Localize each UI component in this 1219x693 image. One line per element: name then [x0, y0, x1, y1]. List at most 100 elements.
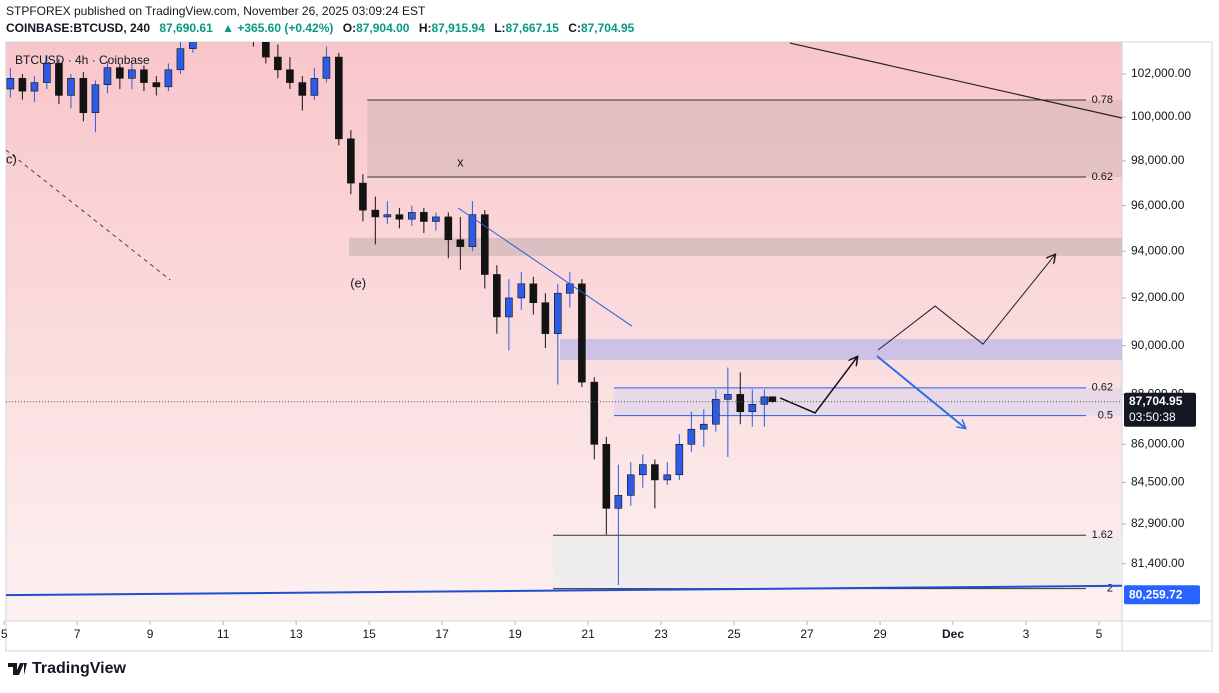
candle-body	[262, 42, 270, 58]
plot-background	[6, 42, 1122, 621]
x-tick-label: 21	[581, 627, 595, 641]
chart-frame	[5, 41, 1213, 652]
logo: TradingView	[8, 660, 127, 677]
y-tick-label: 100,000.00	[1131, 109, 1191, 123]
candle-body	[760, 396, 769, 405]
candle-body	[67, 77, 75, 96]
candle-body	[420, 212, 428, 222]
candle-body	[103, 67, 112, 86]
candle-body	[748, 404, 757, 413]
zone	[559, 339, 1122, 361]
close: 87,704.95	[581, 21, 635, 35]
candle-body	[359, 182, 367, 211]
candle-body	[213, 0, 220, 1]
candle-body	[322, 56, 331, 79]
header-line: COINBASE:BTCUSD, 240 87,690.61 ▲ +365.60…	[6, 21, 635, 35]
drawing-line	[789, 42, 1122, 119]
annotation: c)	[6, 151, 17, 166]
plot: 0.78 0.62 0.62 0.5 1.62 2 x (e) c)	[6, 0, 1122, 597]
candle-body	[626, 474, 635, 496]
candle-body	[18, 77, 27, 92]
candle-body	[712, 399, 720, 425]
candle-body	[371, 209, 380, 218]
candle-body	[768, 396, 777, 403]
y-tick-label: 98,000.00	[1131, 153, 1185, 167]
candle-body	[79, 77, 88, 113]
y-tick-label: 82,900.00	[1131, 516, 1185, 530]
x-tick-label: 17	[435, 627, 449, 641]
x-tick-label: 13	[289, 627, 303, 641]
candle-body	[395, 214, 404, 220]
y-tick-label: 90,000.00	[1131, 338, 1185, 352]
drawing-line	[457, 207, 633, 327]
candle-body	[687, 428, 696, 445]
high-label: H:	[419, 21, 432, 35]
candle-body	[116, 67, 124, 79]
fib-label: 0.78	[1092, 94, 1113, 106]
y-tick-label: 102,000.00	[1131, 66, 1191, 80]
x-tick-label: 25	[727, 627, 741, 641]
zone	[553, 535, 1122, 589]
fib-label: 0.62	[1092, 171, 1113, 183]
high: 87,915.94	[431, 21, 485, 35]
candle-body	[505, 297, 513, 318]
candle-body	[468, 214, 477, 247]
last-price-tag	[1124, 392, 1196, 427]
candle-body	[699, 423, 708, 430]
y-tick-label: 86,000.00	[1131, 436, 1185, 450]
countdown: 03:50:38	[1129, 410, 1176, 424]
x-tick-label: 7	[74, 627, 81, 641]
open: 87,904.00	[356, 21, 410, 35]
candle-body	[152, 82, 161, 88]
candle-body	[493, 274, 501, 318]
candle-body	[517, 283, 526, 299]
low: 87,667.15	[506, 21, 560, 35]
candle-body	[553, 292, 562, 334]
candle-body	[456, 239, 465, 247]
drawing-line	[779, 357, 857, 414]
annotation: x	[457, 154, 464, 169]
x-tick-label: 29	[873, 627, 887, 641]
candle-body	[408, 212, 416, 220]
candle-body	[6, 77, 15, 90]
x-tick-label: 11	[217, 627, 230, 641]
x-tick-label: 5	[1, 627, 8, 641]
candle-body	[383, 214, 392, 218]
y-tick-label: 94,000.00	[1131, 243, 1185, 257]
candle-body	[176, 48, 185, 71]
fib-label: 0.62	[1092, 382, 1113, 394]
candle-body	[663, 474, 672, 481]
y-tick-label: 96,000.00	[1131, 198, 1185, 212]
candle-body	[335, 56, 343, 140]
open-label: O:	[343, 21, 356, 35]
symbol: COINBASE:BTCUSD, 240	[6, 21, 150, 35]
fib-label: 1.62	[1092, 529, 1113, 541]
candle-body	[614, 495, 623, 509]
candle-body	[432, 216, 440, 222]
candle-body	[724, 394, 732, 400]
price: 87,690.61	[159, 21, 213, 35]
candle-body	[43, 63, 51, 83]
y-tick-label: 81,400.00	[1131, 556, 1185, 570]
low-label: L:	[494, 21, 505, 35]
x-tick-label: 5	[1096, 627, 1103, 641]
symbol-legend: BTCUSD · 4h · Coinbase	[15, 53, 150, 67]
drawing-line	[6, 149, 171, 281]
candle-body	[189, 42, 197, 49]
candle-body	[164, 69, 173, 88]
zone	[367, 99, 1122, 178]
candle-body	[298, 82, 307, 96]
candle-body	[602, 444, 611, 509]
candle-body	[347, 138, 355, 184]
last-price-label: 87,704.95	[1129, 394, 1183, 408]
candle-body	[140, 69, 148, 83]
x-tick-label: 3	[1023, 627, 1030, 641]
candle-body	[736, 394, 745, 413]
zone	[349, 237, 1122, 256]
candle-body	[444, 216, 453, 241]
candle-body	[55, 63, 63, 96]
logo-icon	[8, 663, 27, 675]
candle-body	[578, 283, 586, 383]
candle-body	[651, 464, 659, 481]
close-label: C:	[568, 21, 581, 35]
